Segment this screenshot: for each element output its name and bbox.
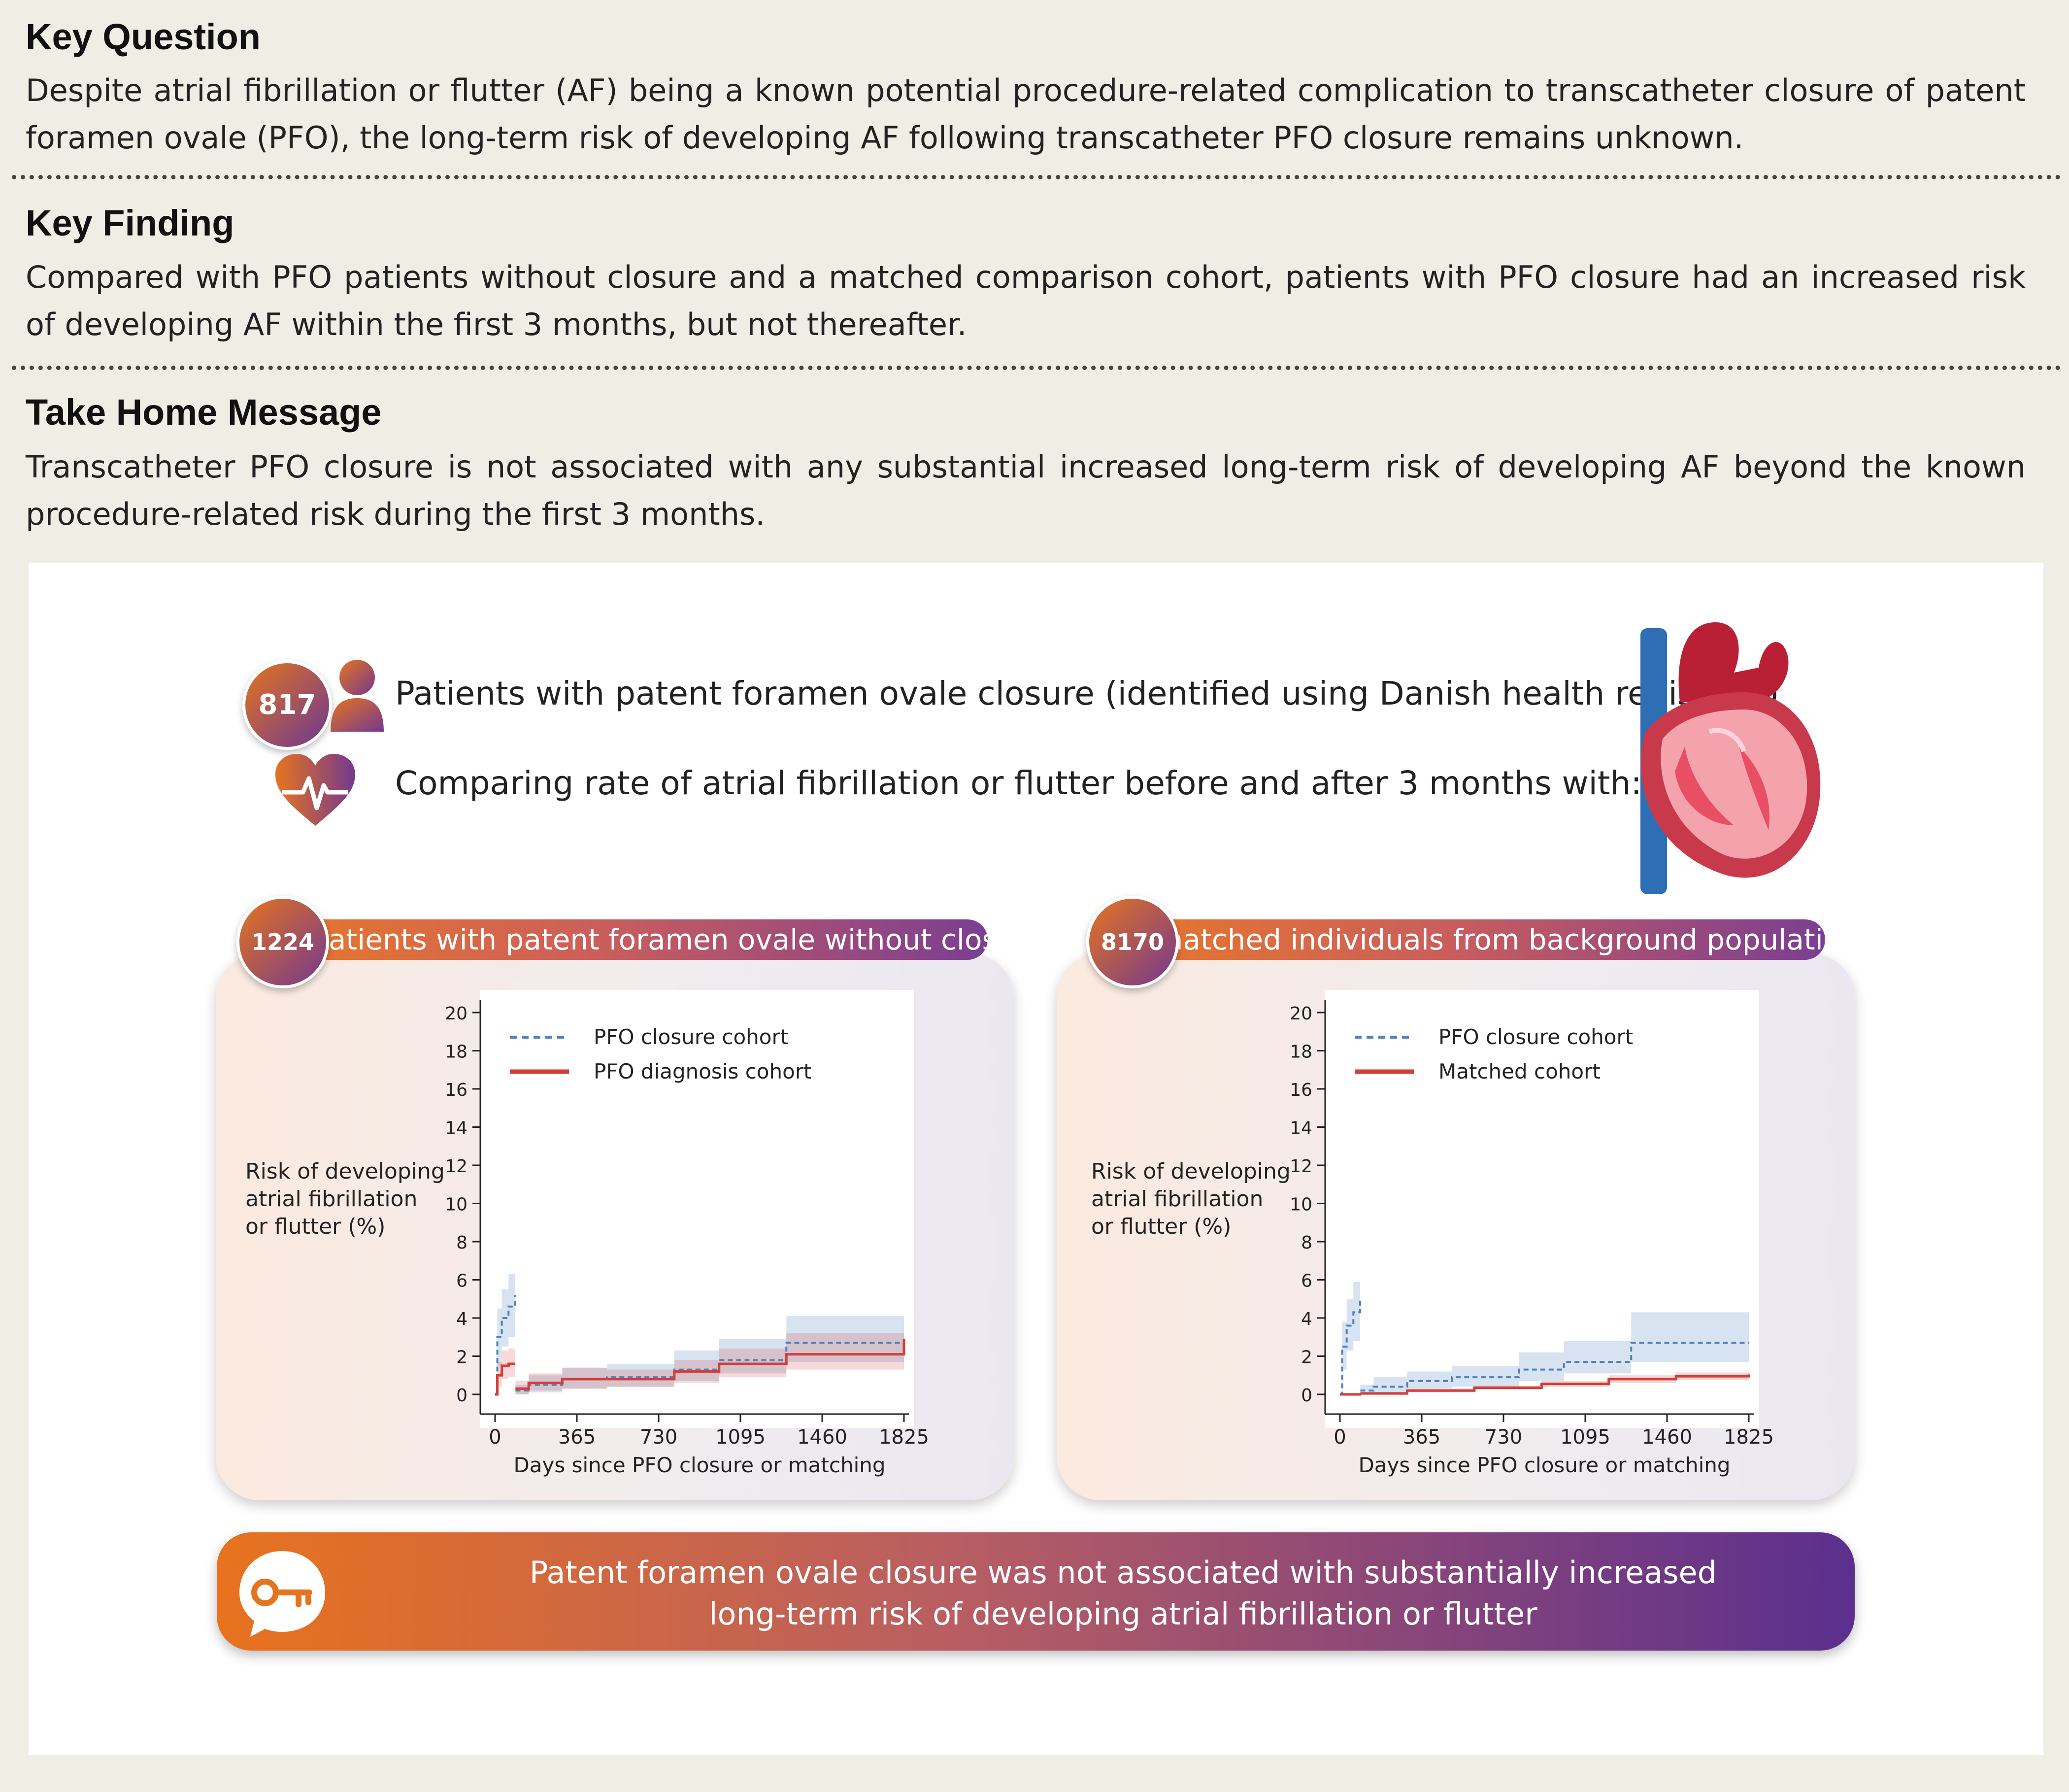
y-tick-label: 20 bbox=[445, 1004, 467, 1024]
card-1-label: patients with patent foramen ovale witho… bbox=[310, 923, 1044, 956]
x-tick-label: 0 bbox=[489, 1426, 501, 1449]
series-2-ci-band bbox=[495, 1349, 515, 1394]
x-tick-label: 1095 bbox=[1560, 1426, 1610, 1449]
legend-label: PFO diagnosis cohort bbox=[594, 1059, 812, 1083]
section-heading: Key Finding bbox=[26, 203, 234, 243]
series-2-line bbox=[1360, 1374, 1750, 1395]
divider bbox=[12, 366, 2061, 370]
y-label-line: Risk of developing bbox=[245, 1159, 445, 1184]
closure-count: 817 bbox=[258, 689, 316, 721]
y-tick-label: 12 bbox=[1290, 1156, 1312, 1177]
y-tick-label: 8 bbox=[456, 1233, 467, 1253]
x-tick-label: 1460 bbox=[1642, 1426, 1692, 1449]
conclusion-banner: Patent foramen ovale closure was not ass… bbox=[217, 1532, 1855, 1651]
series-1-ci-band bbox=[515, 1316, 904, 1394]
x-tick-label: 730 bbox=[640, 1426, 677, 1449]
y-tick-label: 12 bbox=[445, 1156, 467, 1177]
y-tick-label: 14 bbox=[445, 1118, 467, 1139]
chart-1: 0 2 4 6 8 10 12 14 16 18 20 0 365 730 1095 1460 1825 Days… bbox=[445, 1000, 929, 1477]
x-tick-label: 730 bbox=[1485, 1426, 1522, 1449]
series-1-ci-band bbox=[1340, 1266, 1360, 1394]
card-1-count: 1224 bbox=[251, 929, 315, 955]
legend-label: PFO closure cohort bbox=[594, 1025, 788, 1049]
card-1-label-pill: patients with patent foramen ovale witho… bbox=[276, 919, 1044, 960]
legend-label: PFO closure cohort bbox=[1438, 1025, 1633, 1049]
section-heading: Take Home Message bbox=[26, 392, 382, 433]
section-body: Compared with PFO patients without closu… bbox=[26, 259, 2026, 342]
y-tick-label: 0 bbox=[456, 1386, 467, 1406]
chart-1-y-label: Risk of developing atrial fibrillation o… bbox=[245, 1158, 445, 1241]
conclusion-text: Patent foramen ovale closure was not ass… bbox=[473, 1552, 1773, 1635]
series-1-line bbox=[1360, 1342, 1749, 1392]
series-1-ci-band bbox=[1360, 1310, 1749, 1394]
series-1-ci-band bbox=[495, 1260, 515, 1394]
y-tick-label: 10 bbox=[445, 1195, 467, 1215]
series-2-line bbox=[495, 1362, 515, 1396]
y-tick-label: 16 bbox=[445, 1080, 467, 1100]
series-1-line bbox=[515, 1342, 904, 1392]
chart-2-y-label: Risk of developing atrial fibrillation o… bbox=[1091, 1158, 1291, 1241]
x-tick-label: 1825 bbox=[879, 1426, 929, 1449]
chart-2-plot-area bbox=[1325, 990, 1759, 1428]
intro-comparing-text: Comparing rate of atrial fibrillation or… bbox=[395, 764, 1642, 802]
section-body: Despite atrial fibrillation or flutter (… bbox=[26, 72, 2026, 156]
heart-pulse-icon bbox=[275, 754, 355, 826]
y-label-line: atrial fibrillation bbox=[245, 1186, 418, 1212]
y-tick-label: 0 bbox=[1301, 1386, 1312, 1406]
y-tick-label: 8 bbox=[1301, 1233, 1312, 1253]
card-2-count: 8170 bbox=[1101, 929, 1165, 955]
series-2-line bbox=[515, 1339, 905, 1390]
y-label-line: or flutter (%) bbox=[245, 1214, 386, 1239]
series-2-line bbox=[1340, 1393, 1362, 1396]
chart-2: 0 2 4 6 8 10 12 14 16 18 20 0 365 730 1095 1460 1825 Days… bbox=[1290, 1000, 1774, 1477]
conclusion-line: long-term risk of developing atrial fibr… bbox=[709, 1596, 1537, 1632]
y-label-line: atrial fibrillation bbox=[1091, 1186, 1264, 1212]
x-tick-label: 365 bbox=[1403, 1426, 1440, 1449]
y-tick-label: 10 bbox=[1290, 1195, 1312, 1215]
x-tick-label: 0 bbox=[1334, 1426, 1346, 1449]
section-body: Transcatheter PFO closure is not associa… bbox=[26, 449, 2026, 532]
x-axis-label: Days since PFO closure or matching bbox=[1358, 1453, 1730, 1477]
y-tick-label: 18 bbox=[445, 1042, 467, 1062]
legend-label: Matched cohort bbox=[1438, 1059, 1601, 1083]
series-1-line bbox=[1340, 1299, 1361, 1395]
y-tick-label: 18 bbox=[1290, 1042, 1312, 1062]
card-2-count-badge: 8170 bbox=[1086, 896, 1179, 988]
card-2-label: matched individuals from background popu… bbox=[1155, 923, 1859, 956]
card-2-label-pill: matched individuals from background popu… bbox=[1121, 919, 1859, 960]
series-2-ci-band bbox=[1360, 1369, 1749, 1394]
y-tick-label: 14 bbox=[1290, 1118, 1312, 1139]
intro-patients-text: Patients with patent foramen ovale closu… bbox=[395, 675, 1779, 712]
y-tick-label: 16 bbox=[1290, 1080, 1312, 1100]
y-label-line: or flutter (%) bbox=[1091, 1214, 1232, 1239]
y-tick-label: 20 bbox=[1290, 1004, 1312, 1024]
card-1-count-badge: 1224 bbox=[236, 896, 329, 988]
x-tick-label: 1825 bbox=[1724, 1426, 1774, 1449]
y-label-line: Risk of developing bbox=[1091, 1159, 1291, 1184]
series-2-ci-band bbox=[515, 1306, 904, 1394]
y-tick-label: 4 bbox=[456, 1309, 467, 1329]
conclusion-line: Patent foramen ovale closure was not ass… bbox=[529, 1555, 1717, 1590]
y-tick-label: 4 bbox=[1301, 1309, 1312, 1329]
y-tick-label: 2 bbox=[456, 1348, 467, 1368]
x-tick-label: 1095 bbox=[715, 1426, 766, 1449]
section-heading: Key Question bbox=[26, 16, 261, 57]
y-tick-label: 6 bbox=[1301, 1271, 1312, 1291]
x-axis-label: Days since PFO closure or matching bbox=[513, 1453, 885, 1477]
heart-anatomy-icon bbox=[1640, 622, 1821, 894]
x-tick-label: 1460 bbox=[797, 1426, 847, 1449]
y-tick-label: 2 bbox=[1301, 1348, 1312, 1368]
divider bbox=[12, 175, 2061, 179]
y-tick-label: 6 bbox=[456, 1271, 467, 1291]
x-tick-label: 365 bbox=[558, 1426, 596, 1449]
person-icon bbox=[331, 660, 384, 732]
closure-count-badge: 817 bbox=[242, 660, 332, 750]
key-icon bbox=[239, 1551, 325, 1637]
